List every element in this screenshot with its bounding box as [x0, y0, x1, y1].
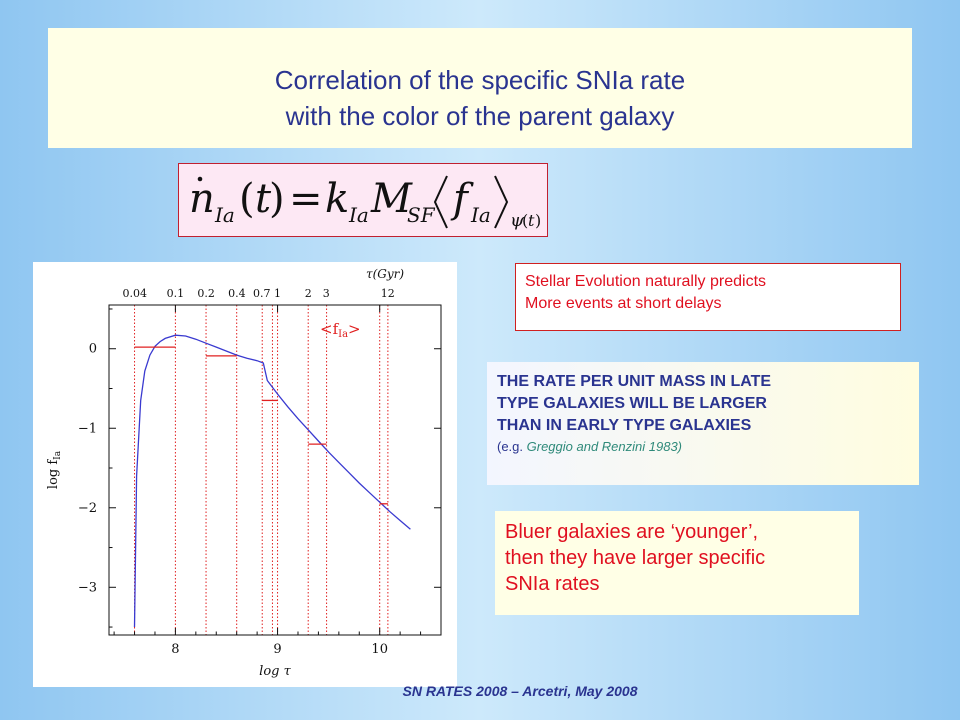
y-tick-label-3: −3 [78, 580, 97, 595]
stellar-evolution-note: Stellar Evolution naturally predicts Mor… [515, 263, 901, 331]
formula-sub-sf: SF [407, 203, 436, 227]
rate-line-3: THAN IN EARLY TYPE GALAXIES [497, 417, 752, 434]
stellar-note-line-2: More events at short delays [525, 295, 722, 312]
top-tick-label-2: 0.2 [197, 287, 215, 300]
formula-rparen-1: ) [269, 176, 285, 222]
formula-right-angle [494, 175, 509, 229]
formula-psi: ψ [510, 210, 525, 231]
y-tick-label-1: −1 [78, 421, 97, 436]
formula-t-sub: t [528, 211, 535, 230]
legend-label: <fIa> [320, 320, 361, 340]
formula-left-angle [433, 175, 448, 229]
top-tick-label-4: 0.7 [253, 287, 271, 300]
rate-ref-citation: Greggio and Renzini 1983) [526, 439, 683, 454]
rate-reference: (e.g. Greggio and Renzini 1983) [497, 437, 909, 457]
legend-label-close: > [348, 320, 361, 338]
formula-box: n Ia ( t ) = k Ia M SF f Ia ψ ( t ) [178, 163, 548, 237]
title-box: Correlation of the specific SNIa rate wi… [48, 28, 912, 148]
formula-rparen-2: ) [535, 211, 541, 230]
rate-line-1: THE RATE PER UNIT MASS IN LATE [497, 373, 772, 390]
formula-k: k [325, 176, 349, 222]
bluer-line-3: SNIa rates [505, 573, 600, 595]
rate-ref-prefix: (e.g. [497, 439, 527, 454]
top-tick-label-8: 12 [381, 287, 395, 300]
x-tick-label-1: 9 [273, 642, 281, 657]
plot-frame [108, 304, 442, 636]
slide-title-line-2: with the color of the parent galaxy [285, 101, 675, 131]
rate-statement-box: THE RATE PER UNIT MASS IN LATE TYPE GALA… [487, 362, 919, 485]
formula-n: n [189, 176, 215, 222]
x-tick-label-0: 8 [171, 642, 179, 657]
top-tick-label-5: 1 [274, 287, 281, 300]
formula-equals: = [289, 176, 323, 222]
rate-line-2: TYPE GALAXIES WILL BE LARGER [497, 395, 767, 412]
f-ia-chart: 8 9 100−1−2−30.04 0.1 0.2 0.4 0.7 1 2 3 12τ(Gyr)lo… [46, 267, 442, 679]
f-ia-curve [133, 334, 411, 628]
bluer-line-1: Bluer galaxies are ‘younger’, [505, 521, 759, 543]
formula-sub-ia-1: Ia [214, 203, 235, 227]
formula-lparen-2: ( [522, 211, 528, 230]
top-tick-label-3: 0.4 [228, 287, 246, 300]
top-tick-label-1: 0.1 [167, 287, 185, 300]
formula-sub-ia-2: Ia [348, 203, 369, 227]
slide-title-line-1: Correlation of the specific SNIa rate [274, 65, 686, 95]
formula-t: t [255, 176, 272, 222]
formula-dot [197, 176, 203, 182]
top-axis-label: τ(Gyr) [366, 267, 404, 281]
footer: SN RATES 2008 – Arcetri, May 2008 [0, 683, 960, 699]
formula-equation: n Ia ( t ) = k Ia M SF f Ia ψ ( t ) [189, 175, 541, 231]
formula-lparen-1: ( [239, 176, 255, 222]
y-tick-label-0: 0 [89, 342, 97, 357]
legend-label-sub: Ia [338, 329, 348, 340]
y-axis-label: log fIa [46, 450, 63, 489]
y-tick-label-2: −2 [78, 501, 97, 516]
top-tick-label-7: 3 [323, 287, 330, 300]
bluer-galaxies-note: Bluer galaxies are ‘younger’, then they … [495, 511, 859, 615]
x-tick-label-2: 10 [371, 642, 388, 657]
x-axis-label: log τ [259, 664, 291, 679]
chart-panel: 8 9 10 0 −1 −2 −3 0.04 0.1 0.2 0.4 0.7 1 2 3 12 τ(Gyr) lo… [33, 262, 457, 687]
bluer-line-2: then they have larger specific [505, 547, 766, 569]
top-tick-label-6: 2 [305, 287, 312, 300]
footer-text: SN RATES 2008 – Arcetri, May 2008 [402, 683, 638, 699]
y-axis-label-sub: Ia [53, 450, 63, 460]
stellar-note-line-1: Stellar Evolution naturally predicts [525, 273, 767, 290]
formula-sub-ia-3: Ia [470, 203, 491, 227]
formula-m: M [370, 176, 413, 222]
top-tick-label-0: 0.04 [122, 287, 147, 300]
